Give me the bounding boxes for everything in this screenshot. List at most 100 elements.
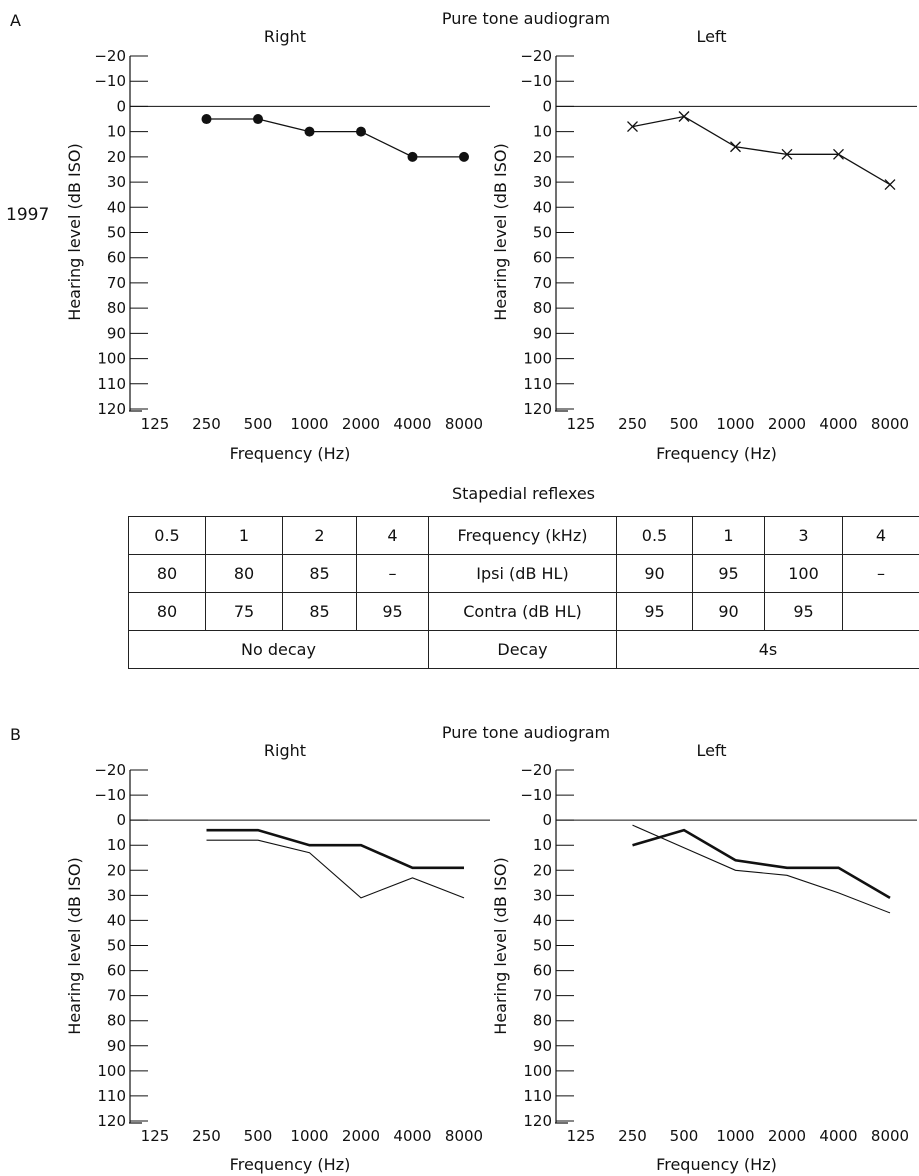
y-tick-label: 90	[107, 324, 126, 342]
x-tick-label: 4000	[819, 415, 857, 433]
chart-title: Pure tone audiogram	[442, 9, 610, 28]
x-tick-label: 1000	[290, 415, 328, 433]
reflex-cell: –	[843, 555, 919, 593]
chart-title: Pure tone audiogram	[442, 723, 610, 742]
y-tick-label: 90	[107, 1037, 126, 1055]
y-tick-label: −10	[520, 786, 552, 804]
chart-b-left: Left −20 −10 0 10 20 30 40 50 60 70 80 90 100 110 120 12…	[491, 741, 917, 1174]
series-line-1	[633, 830, 891, 898]
x-tick-label: 2000	[768, 415, 806, 433]
reflex-cell: 85	[283, 555, 357, 593]
y-tick-label: 20	[107, 861, 126, 879]
reflex-row: 80 80 85– Ipsi (dB HL) 90 95 100–	[129, 555, 919, 593]
y-tick-label: 120	[97, 1112, 126, 1130]
data-point-cross	[885, 180, 895, 190]
x-tick-label: 250	[618, 415, 647, 433]
y-tick-label: 120	[97, 400, 126, 418]
y-tick-label: 70	[533, 274, 552, 292]
reflex-cell: 80	[206, 555, 283, 593]
data-point-cross	[628, 122, 638, 132]
y-tick-label: 0	[116, 811, 126, 829]
x-tick-label: 1000	[716, 1127, 754, 1145]
reflex-cell: 90	[617, 555, 693, 593]
year-label: 1997	[6, 205, 49, 225]
y-tick-label: 30	[533, 886, 552, 904]
reflex-cell: 90	[693, 593, 765, 631]
x-tick-label: 500	[670, 415, 699, 433]
reflex-cell: 0.5	[617, 517, 693, 555]
series-line-1	[633, 117, 891, 185]
reflex-cell: 2	[283, 517, 357, 555]
x-tick-label: 4000	[393, 415, 431, 433]
y-tick-label: 120	[523, 400, 552, 418]
reflex-cell: 0.5	[129, 517, 206, 555]
y-tick-label: 40	[533, 911, 552, 929]
y-tick-label: −20	[520, 761, 552, 779]
y-tick-label: 110	[523, 375, 552, 393]
reflex-cell: 95	[765, 593, 843, 631]
x-tick-label: 500	[670, 1127, 699, 1145]
y-tick-label: 40	[533, 198, 552, 216]
reflex-cell: 95	[617, 593, 693, 631]
reflex-cell: Contra (dB HL)	[429, 593, 617, 631]
reflex-cell	[843, 593, 919, 631]
y-axis-label: Hearing level (dB ISO)	[491, 143, 510, 320]
y-tick-label: 0	[542, 97, 552, 115]
reflex-table-title: Stapedial reflexes	[128, 484, 919, 503]
y-tick-label: 80	[533, 1012, 552, 1030]
reflex-cell: 85	[283, 593, 357, 631]
y-tick-label: −10	[520, 72, 552, 90]
series-line-1	[207, 830, 465, 868]
y-axis-label: Hearing level (dB ISO)	[65, 857, 84, 1034]
reflex-cell: 95	[693, 555, 765, 593]
reflex-row: 80 75 85 95 Contra (dB HL) 95 90 95	[129, 593, 919, 631]
x-tick-label: 125	[567, 415, 596, 433]
y-tick-label: 40	[107, 198, 126, 216]
panel-label-a: A	[10, 11, 21, 30]
y-tick-label: 110	[523, 1087, 552, 1105]
y-tick-label: 70	[107, 274, 126, 292]
y-tick-label: −20	[94, 761, 126, 779]
reflex-cell: –	[357, 555, 429, 593]
y-tick-label: 10	[107, 836, 126, 854]
y-tick-label: 100	[97, 350, 126, 368]
data-point-cross	[679, 112, 689, 122]
y-tick-label: 70	[107, 987, 126, 1005]
chart-a-left: Left−20−10010203040506070809010011012012…	[491, 27, 917, 463]
data-point-dot	[253, 114, 263, 124]
y-tick-label: 110	[97, 1087, 126, 1105]
y-tick-label: 50	[533, 937, 552, 955]
reflex-footer-cell: 4s	[617, 631, 919, 669]
y-tick-label: 10	[533, 123, 552, 141]
reflex-cell: 4	[843, 517, 919, 555]
y-tick-label: 100	[97, 1062, 126, 1080]
y-tick-label: 20	[533, 861, 552, 879]
x-tick-label: 125	[141, 415, 170, 433]
reflex-cell: 80	[129, 555, 206, 593]
x-tick-label: 2000	[768, 1127, 806, 1145]
reflex-cell: 4	[357, 517, 429, 555]
reflex-row: 0.5 1 2 4 Frequency (kHz) 0.5 1 3 4	[129, 517, 919, 555]
x-axis-label: Frequency (Hz)	[656, 1155, 777, 1174]
reflex-cell: 1	[693, 517, 765, 555]
series-line-1	[207, 119, 465, 157]
x-tick-label: 1000	[290, 1127, 328, 1145]
y-tick-label: 110	[97, 375, 126, 393]
x-tick-label: 2000	[342, 415, 380, 433]
reflex-cell: 1	[206, 517, 283, 555]
y-tick-label: 40	[107, 911, 126, 929]
reflex-table: 0.5 1 2 4 Frequency (kHz) 0.5 1 3 4 80 80 85– Ipsi (…	[128, 516, 919, 669]
chart-subtitle: Right	[264, 27, 306, 46]
chart-subtitle: Right	[264, 741, 306, 760]
y-tick-label: 90	[533, 1037, 552, 1055]
reflex-cell: 75	[206, 593, 283, 631]
y-tick-label: 60	[107, 962, 126, 980]
x-tick-label: 250	[192, 415, 221, 433]
reflex-cell: Ipsi (dB HL)	[429, 555, 617, 593]
y-tick-label: 60	[533, 962, 552, 980]
reflex-footer-cell: No decay	[129, 631, 429, 669]
x-tick-label: 8000	[445, 415, 483, 433]
x-axis-label: Frequency (Hz)	[230, 1155, 351, 1174]
x-tick-label: 125	[567, 1127, 596, 1145]
reflex-cell: 3	[765, 517, 843, 555]
